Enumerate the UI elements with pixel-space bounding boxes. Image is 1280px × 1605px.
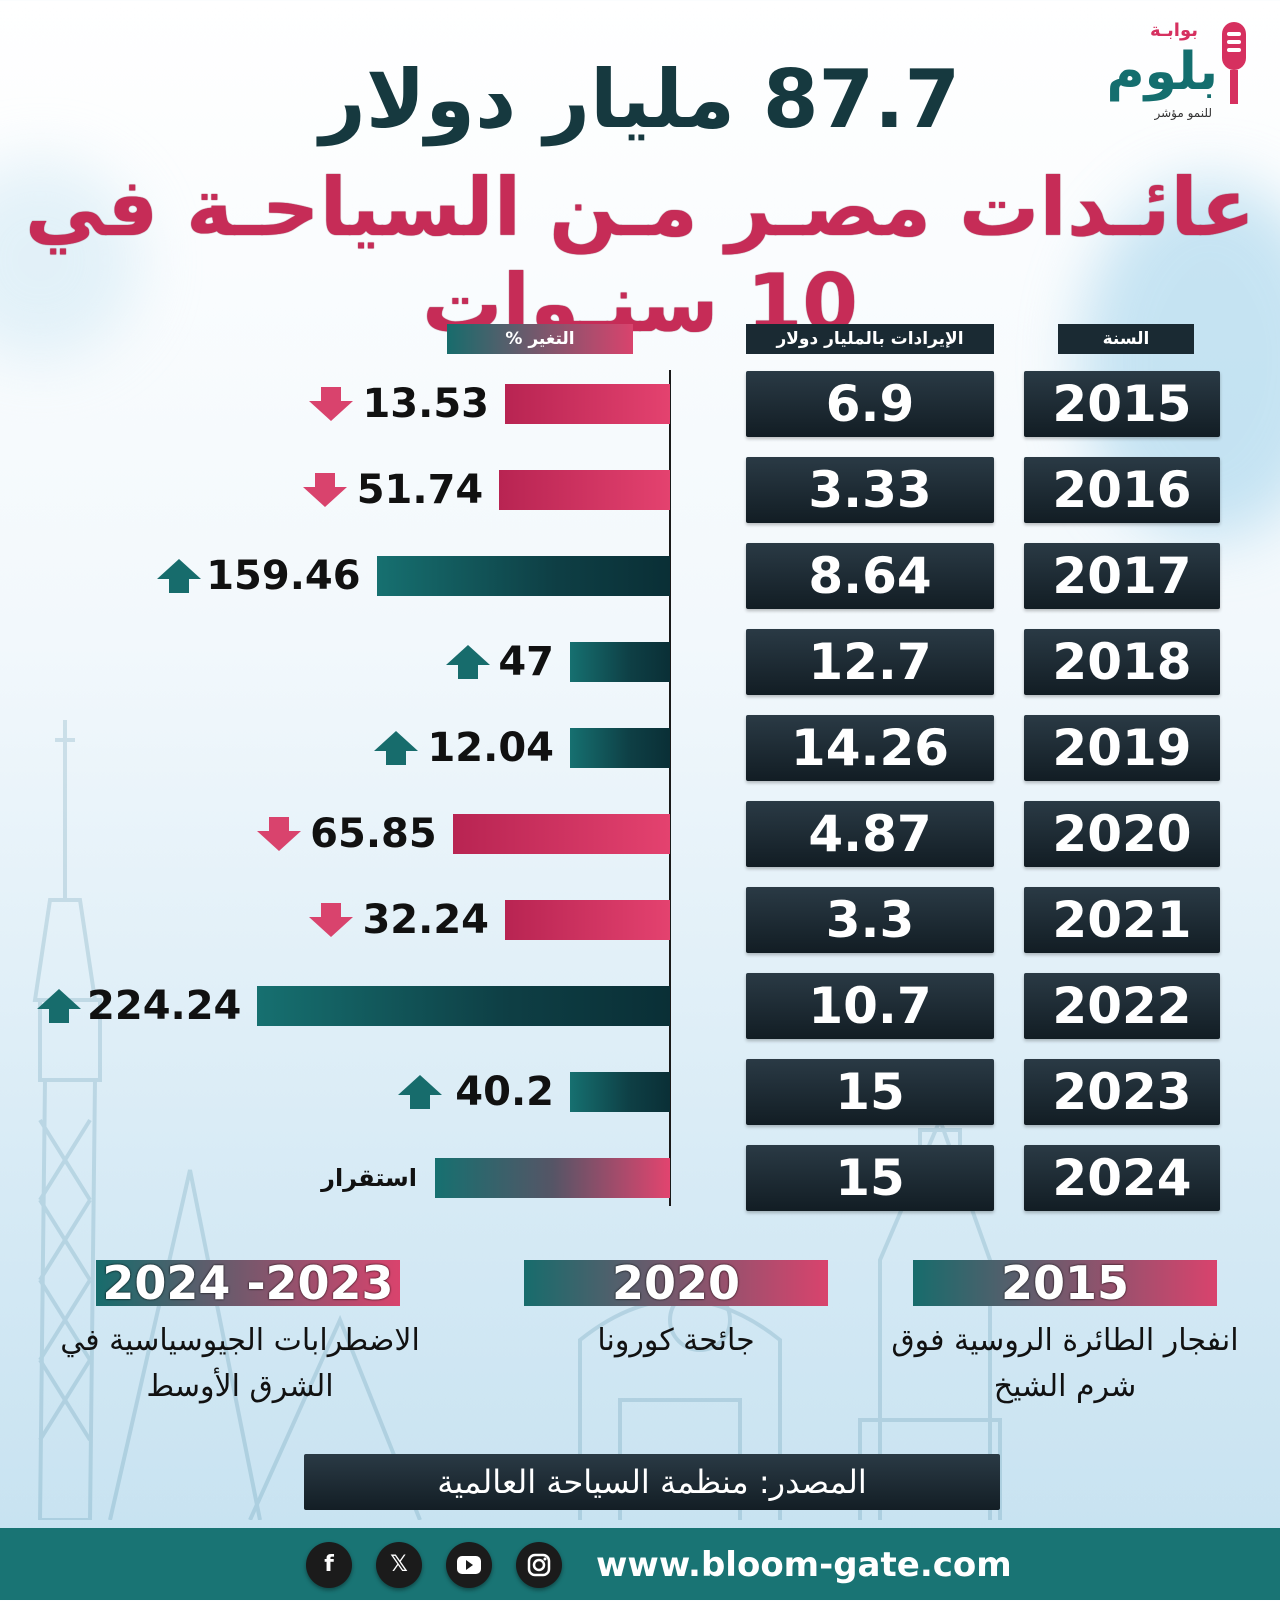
change-bar [452,814,670,854]
change-value-label: 32.24 [362,897,489,943]
arrow-down-icon [256,817,301,851]
event-year-2015: 2015 [913,1260,1217,1306]
change-value-label: 47 [498,639,554,685]
header-year: السنة [1058,324,1194,354]
event-year-2020: 2020 [524,1260,828,1306]
revenue-cell: 8.64 [746,543,994,609]
logo-wordmark: بلوم [1106,42,1220,102]
year-cell: 2023 [1024,1059,1220,1125]
change-value-label: 65.85 [310,811,437,857]
year-cell: 2021 [1024,887,1220,953]
event-text-2023-2024: الاضطرابات الجيوسياسية في الشرق الأوسط [60,1323,420,1404]
arrow-up-icon [446,645,490,679]
revenue-cell: 6.9 [746,371,994,437]
change-bar [257,986,670,1026]
microphone-icon [1222,22,1246,104]
change-value-label: 51.74 [356,467,484,513]
change-value-label: 224.24 [87,983,242,1029]
arrow-up-icon [398,1075,442,1109]
event-text-2015: انفجار الطائرة الروسية فوق شرم الشيخ [891,1323,1239,1404]
change-bar [376,556,670,596]
year-cell: 2015 [1024,371,1220,437]
logo-tagline: للنمو مؤشر [1154,106,1212,120]
year-cell: 2022 [1024,973,1220,1039]
arrow-up-icon [156,559,201,593]
logo-top-text: بوابـة [1149,20,1198,41]
change-value-label: 12.04 [427,725,554,771]
headline-subtitle: عائـدات مصـر مـن السياحـة في 10 سنـوات [24,161,1256,350]
event-text-2020: جائحة كورونا [597,1323,755,1358]
change-value-label: استقرار [321,1164,417,1192]
year-cell: 2018 [1024,629,1220,695]
change-value-label: 40.2 [455,1069,554,1115]
arrow-down-icon [309,387,353,421]
revenue-cell: 4.87 [746,801,994,867]
change-bar [570,1072,670,1112]
year-cell: 2017 [1024,543,1220,609]
arrow-down-icon [309,903,353,937]
change-value-label: 159.46 [206,553,361,599]
year-cell: 2020 [1024,801,1220,867]
year-cell: 2019 [1024,715,1220,781]
event-year-2023-2024: 2024 -2023 [96,1260,400,1306]
revenue-cell: 14.26 [746,715,994,781]
footer-bar [0,1528,1280,1600]
bloom-logo[interactable]: بوابـة بلوم للنمو مؤشر [1078,14,1258,124]
change-bar [570,642,670,682]
change-value-label: 13.53 [362,381,489,427]
chart-axis-line [669,370,671,1206]
revenue-cell: 15 [746,1059,994,1125]
revenue-cell: 3.3 [746,887,994,953]
year-cell: 2016 [1024,457,1220,523]
header-change: التغير % [447,324,633,354]
arrow-down-icon [303,473,348,507]
year-cell: 2024 [1024,1145,1220,1211]
youtube-icon[interactable] [446,1542,492,1588]
website-link[interactable]: www.bloom-gate.com [596,1545,1012,1585]
change-bar [435,1158,670,1198]
change-bar [505,900,670,940]
x-icon[interactable]: 𝕏 [376,1542,422,1588]
arrow-up-icon [374,731,418,765]
revenue-cell: 12.7 [746,629,994,695]
change-bar [499,470,670,510]
change-bar [570,728,670,768]
revenue-cell: 10.7 [746,973,994,1039]
revenue-cell: 3.33 [746,457,994,523]
header-revenue: الإيرادات بالمليار دولار [746,324,994,354]
headline-total: 87.7 مليار دولار [319,53,961,146]
change-bar [505,384,670,424]
source-note: المصدر: منظمة السياحة العالمية [304,1454,1000,1510]
instagram-icon[interactable] [516,1542,562,1588]
arrow-up-icon [37,989,82,1023]
facebook-icon[interactable]: f [306,1542,352,1588]
revenue-cell: 15 [746,1145,994,1211]
